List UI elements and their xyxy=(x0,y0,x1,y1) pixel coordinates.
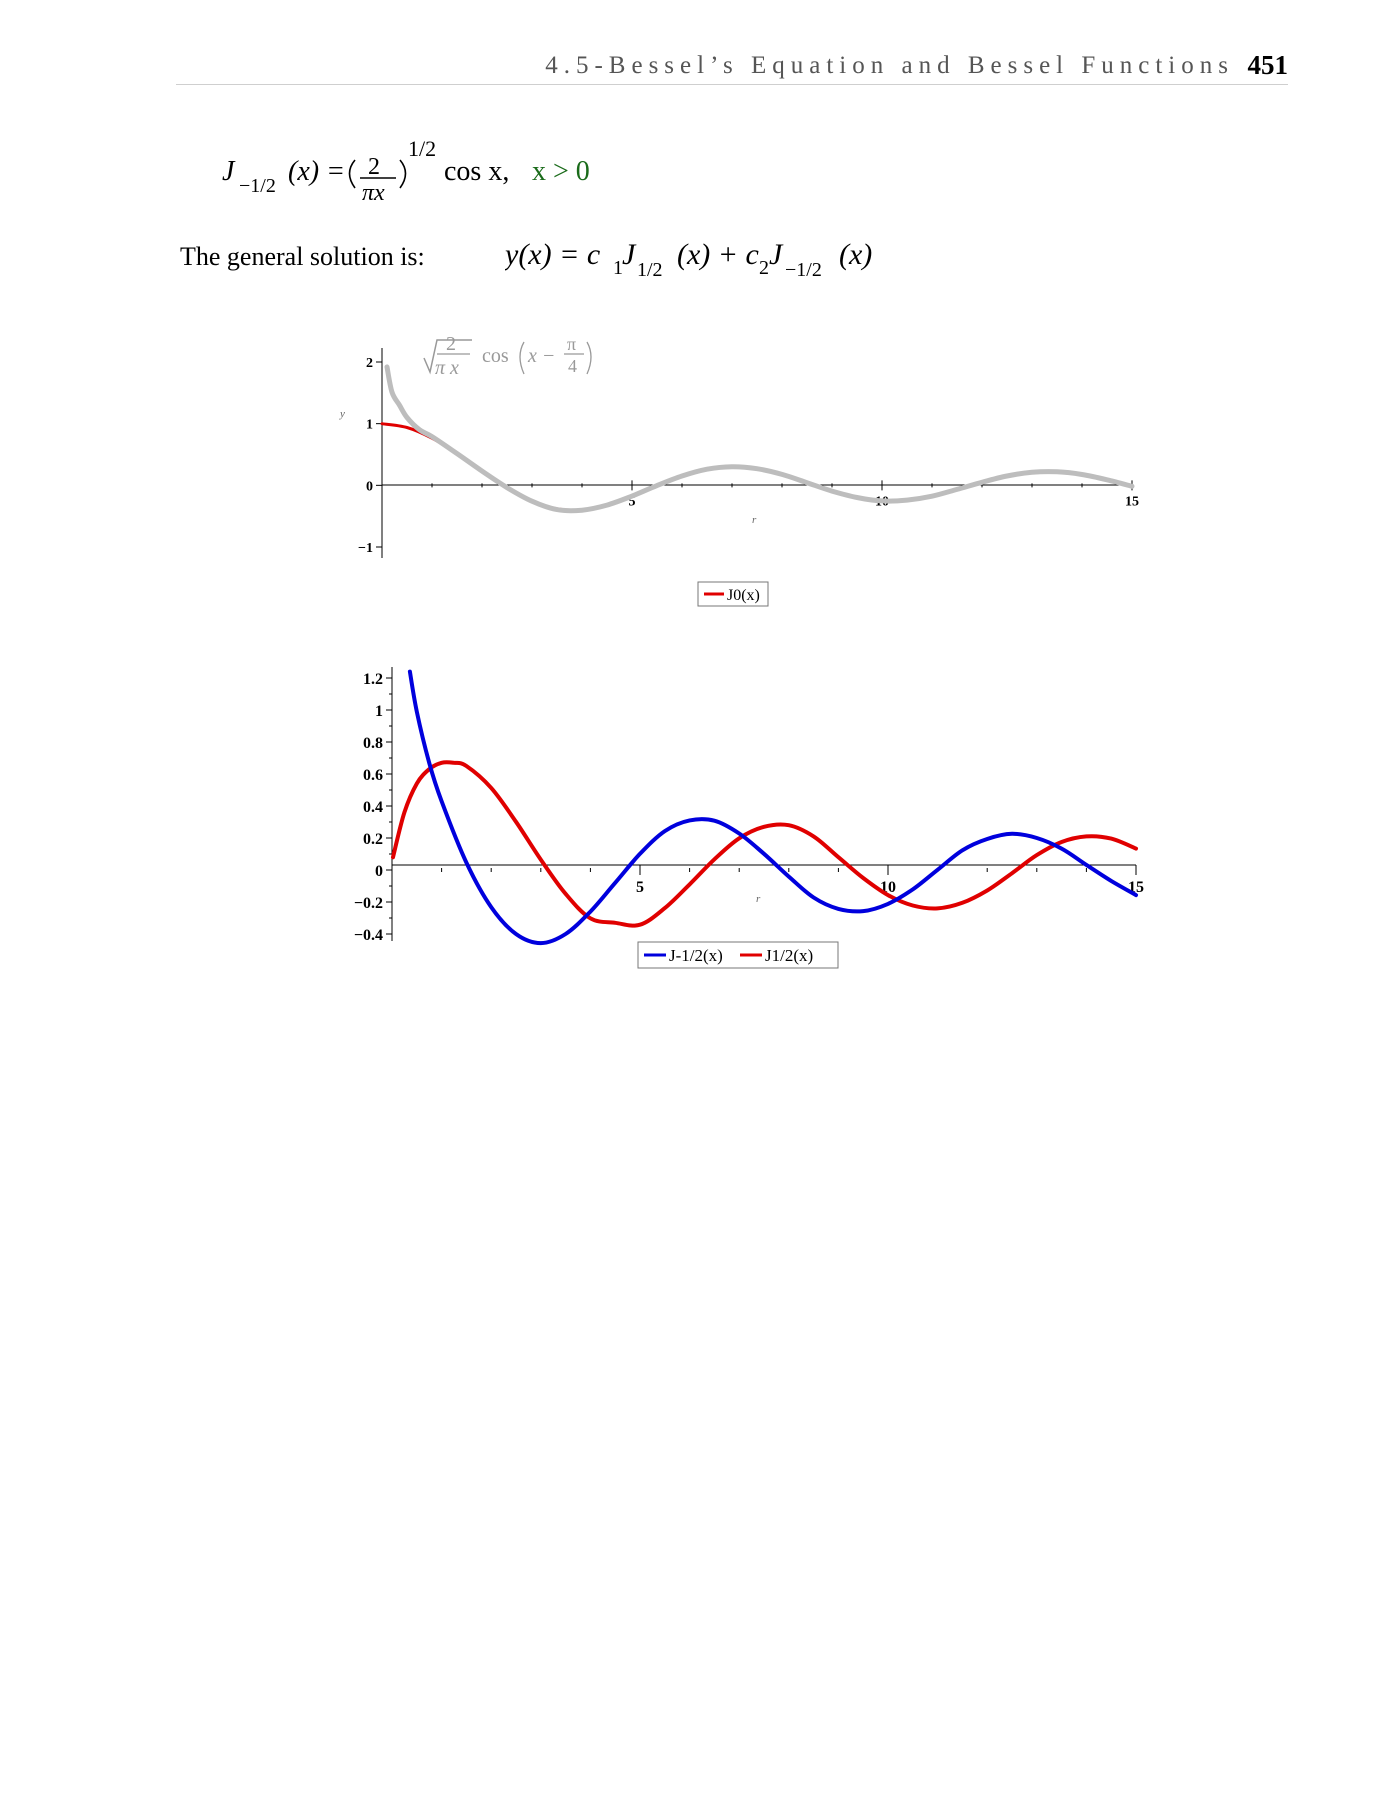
chart1-annotation-arg-den: 4 xyxy=(568,356,577,376)
eq2-part-3: (x) + c xyxy=(677,238,759,271)
page-number: 451 xyxy=(1247,50,1289,80)
chart2-y-tick-label: 0.8 xyxy=(363,735,383,752)
eq1-frac-numerator: 2 xyxy=(368,154,380,180)
chart2-y-tick-label: 1.2 xyxy=(363,671,383,688)
eq1-left-paren xyxy=(348,159,356,189)
header-rule xyxy=(176,84,1288,85)
eq1-tail: cos x, xyxy=(444,156,509,187)
chart1-y-tick-label: 0 xyxy=(366,479,373,494)
running-header: 4.5-Bessel’s Equation and Bessel Functio… xyxy=(176,50,1288,84)
chart1-curves xyxy=(380,364,1135,514)
chart2-y-tick-label: 0 xyxy=(375,863,383,880)
chart2-curves xyxy=(391,669,1138,946)
chart2-y-tick-label: 1 xyxy=(375,703,383,720)
chart1-annotation: 2 π x cos x − π 4 xyxy=(423,333,592,379)
chart1-annotation-func: cos xyxy=(482,345,509,367)
eq1-exponent: 1/2 xyxy=(408,136,436,161)
chart1-y-tick-label: 1 xyxy=(366,418,373,433)
chart1-x-tick-label: 5 xyxy=(629,494,636,509)
eq2-part-2: J xyxy=(622,238,637,271)
eq1-lhs-subscript: −1/2 xyxy=(239,175,276,197)
eq2-sub-1: 1 xyxy=(613,257,623,279)
eq1-lhs: J xyxy=(222,156,236,187)
eq2-sub-4: −1/2 xyxy=(785,259,822,281)
general-solution-label: The general solution is: xyxy=(180,242,425,271)
chart1-sqrt-sign xyxy=(423,339,472,375)
bessel-half-order-chart: 5 10 151.210.80.60.40.20−0.2−0.4 r J-1/2(x… xyxy=(354,667,1144,969)
chart2-x-axis-label: r xyxy=(756,893,761,905)
eq2-part-5: (x) xyxy=(839,238,872,271)
header-title: 4.5-Bessel’s Equation and Bessel Functio… xyxy=(545,52,1234,79)
chart1-legend: J0(x) xyxy=(697,581,769,607)
chart2-legend-label-jneg: J-1/2(x) xyxy=(669,946,723,965)
chart1-annotation-sqrt-num: 2 xyxy=(446,333,456,355)
chart2-legend: J-1/2(x) J1/2(x) xyxy=(637,941,839,969)
chart2-x-tick-label: 5 xyxy=(636,879,644,896)
general-solution-equation: y(x) = c 1 J 1/2 (x) + c 2 J −1/2 (x) xyxy=(505,238,872,281)
chart1-legend-label-j0: J0(x) xyxy=(727,587,760,604)
chart1-y-tick-label: 2 xyxy=(366,356,373,371)
chart1-x-tick-label: 15 xyxy=(1125,494,1139,509)
chart1-x-axis-label: r xyxy=(752,514,757,526)
chart2-series-1-line xyxy=(391,760,1138,928)
eq2-part-4: J xyxy=(769,238,784,271)
chart2-series-0-line xyxy=(407,669,1138,946)
chart1-y-tick-label: −1 xyxy=(358,541,373,556)
eq2-part-1: y(x) = c xyxy=(505,238,600,271)
chart1-annotation-arg-num: π xyxy=(567,334,576,354)
chart1-y-axis-label: y xyxy=(339,408,345,420)
eq1-frac-denominator: πx xyxy=(362,180,385,206)
bessel-half-order-formula: J −1/2 (x) = 2 πx 1/2 cos x, x > 0 xyxy=(222,136,590,206)
eq1-right-paren xyxy=(399,159,407,189)
chart1-series-1-line xyxy=(384,364,1135,514)
chart1-annotation-paren-left xyxy=(519,341,525,375)
chart1-axes xyxy=(381,348,1132,558)
chart2-y-tick-label: 0.2 xyxy=(363,831,383,848)
chart2-y-tick-label: 0.4 xyxy=(363,799,383,816)
eq1-argument: (x) = xyxy=(288,156,345,187)
chart1-annotation-arg-x: x − xyxy=(527,345,555,367)
chart1-annotation-sqrt-den: π x xyxy=(435,357,459,379)
chart2-y-tick-label: 0.6 xyxy=(363,767,383,784)
chart2-legend-box xyxy=(637,941,839,969)
chart2-y-tick-label: −0.4 xyxy=(354,927,383,944)
eq2-sub-2: 1/2 xyxy=(637,259,663,281)
chart2-legend-label-jpos: J1/2(x) xyxy=(765,946,813,965)
eq2-sub-3: 2 xyxy=(759,257,769,279)
chart2-axes xyxy=(391,667,1136,941)
eq1-condition: x > 0 xyxy=(532,156,590,187)
chart1-annotation-paren-right xyxy=(586,341,592,375)
chart2-y-tick-label: −0.2 xyxy=(354,895,383,912)
chart2-ticks: 5 10 151.210.80.60.40.20−0.2−0.4 xyxy=(354,671,1144,944)
